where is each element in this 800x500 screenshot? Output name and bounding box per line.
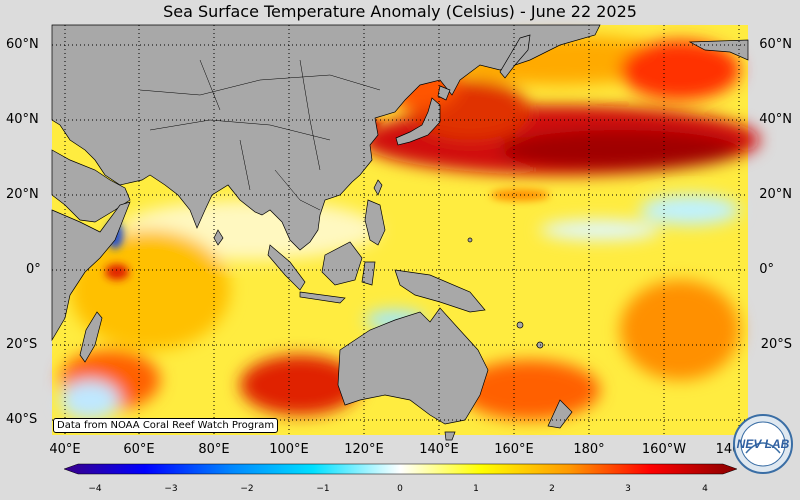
land-eurasia <box>51 24 601 251</box>
lat-label: 0° <box>26 262 41 277</box>
colorbar-tick: 2 <box>549 484 555 494</box>
data-credit: Data from NOAA Coral Reef Watch Program <box>53 418 279 433</box>
land-kamchatka <box>499 34 531 79</box>
lon-label: 40°E <box>49 442 81 457</box>
land-australia <box>337 307 489 425</box>
map-title: Sea Surface Temperature Anomaly (Celsius… <box>163 2 637 21</box>
land-hokkaido <box>437 85 451 101</box>
land-japan <box>395 97 441 146</box>
colorbar-tick: −4 <box>88 484 102 494</box>
land-sulawesi <box>361 261 376 286</box>
lat-label: 60°N <box>759 37 792 52</box>
country-borders <box>139 59 381 211</box>
land <box>51 24 749 441</box>
lon-label: 120°E <box>344 442 384 457</box>
lat-label: 0° <box>759 262 774 277</box>
land-java <box>299 291 346 304</box>
colorbar-tick: 1 <box>473 484 479 494</box>
colorbar-tick: 4 <box>702 484 708 494</box>
land-taiwan <box>373 179 383 196</box>
land-africa <box>51 201 131 342</box>
graticule <box>52 25 748 435</box>
lat-label: 20°S <box>760 337 792 352</box>
land-new-zealand <box>547 399 573 429</box>
colorbar-tick: 0 <box>397 484 403 494</box>
lon-label: 80°E <box>198 442 230 457</box>
lon-label: 160°W <box>641 442 687 457</box>
lat-label: 20°N <box>759 187 792 202</box>
lon-label: 180° <box>573 442 605 457</box>
lat-label: 40°S <box>6 412 38 427</box>
land-borneo <box>321 241 363 286</box>
svg-text:NEV LAB: NEV LAB <box>737 437 790 451</box>
land-sumatra <box>267 244 306 291</box>
lon-label: 100°E <box>269 442 309 457</box>
land-sri-lanka <box>213 229 224 246</box>
lon-label: 60°E <box>123 442 155 457</box>
land-madagascar <box>79 311 103 363</box>
colorbar-tick: −1 <box>316 484 330 494</box>
lon-label: 160°E <box>494 442 534 457</box>
lon-label: 140°E <box>419 442 459 457</box>
colorbar-tick: −2 <box>240 484 254 494</box>
nevlab-logo: NEV LAB <box>733 414 793 474</box>
colorbar-tick: −3 <box>164 484 178 494</box>
colorbar-bar <box>63 463 738 475</box>
colorbar <box>63 463 738 475</box>
land-philippines <box>364 199 386 246</box>
lat-label: 20°N <box>6 187 39 202</box>
colorbar-tick: 3 <box>625 484 631 494</box>
lat-label: 40°N <box>759 112 792 127</box>
lat-label: 20°S <box>6 337 38 352</box>
lat-label: 60°N <box>6 37 39 52</box>
lat-label: 40°N <box>6 112 39 127</box>
land-tasmania <box>444 431 456 441</box>
land-new-guinea <box>394 269 486 313</box>
